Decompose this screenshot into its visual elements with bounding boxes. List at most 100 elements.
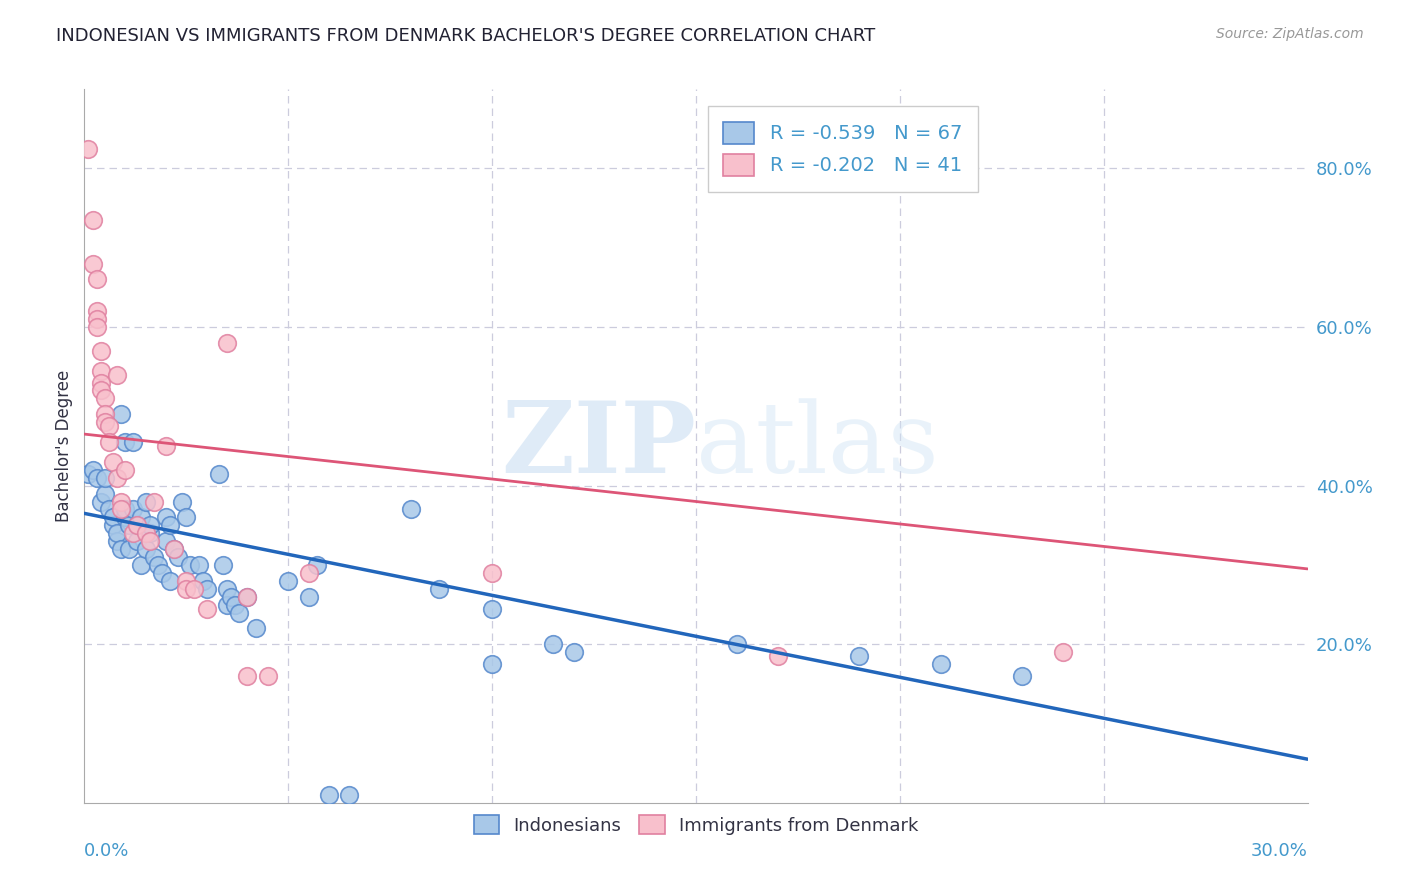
Point bbox=[90, 494, 112, 508]
Point bbox=[183, 582, 205, 596]
Point bbox=[174, 510, 197, 524]
Point bbox=[93, 392, 115, 406]
Point bbox=[481, 601, 503, 615]
Point bbox=[82, 463, 104, 477]
Point bbox=[93, 407, 115, 421]
Point bbox=[105, 368, 128, 382]
Point bbox=[725, 637, 748, 651]
Point bbox=[195, 601, 218, 615]
Point bbox=[101, 455, 124, 469]
Point bbox=[138, 518, 160, 533]
Point bbox=[93, 415, 115, 429]
Point bbox=[82, 213, 104, 227]
Point bbox=[191, 574, 214, 588]
Point bbox=[86, 471, 108, 485]
Point bbox=[257, 669, 280, 683]
Point bbox=[77, 142, 100, 156]
Point bbox=[163, 542, 186, 557]
Point bbox=[174, 582, 197, 596]
Point bbox=[101, 510, 124, 524]
Point bbox=[131, 558, 153, 572]
Point bbox=[150, 566, 173, 580]
Point bbox=[93, 486, 115, 500]
Point bbox=[277, 574, 299, 588]
Point bbox=[179, 558, 201, 572]
Point bbox=[86, 320, 108, 334]
Point bbox=[163, 542, 186, 557]
Point bbox=[114, 463, 136, 477]
Point bbox=[1052, 645, 1074, 659]
Point bbox=[90, 384, 112, 398]
Point bbox=[159, 518, 181, 533]
Point bbox=[135, 526, 157, 541]
Point bbox=[122, 435, 145, 450]
Point bbox=[318, 788, 340, 802]
Point bbox=[122, 502, 145, 516]
Point bbox=[110, 542, 132, 557]
Point bbox=[127, 518, 149, 533]
Point bbox=[114, 435, 136, 450]
Point bbox=[155, 510, 177, 524]
Point bbox=[97, 502, 120, 516]
Point bbox=[481, 657, 503, 671]
Point bbox=[110, 407, 132, 421]
Point bbox=[195, 582, 218, 596]
Point bbox=[1011, 669, 1033, 683]
Point bbox=[305, 558, 328, 572]
Point bbox=[86, 312, 108, 326]
Point bbox=[848, 649, 870, 664]
Point bbox=[245, 621, 267, 635]
Text: INDONESIAN VS IMMIGRANTS FROM DENMARK BACHELOR'S DEGREE CORRELATION CHART: INDONESIAN VS IMMIGRANTS FROM DENMARK BA… bbox=[56, 27, 876, 45]
Point bbox=[127, 534, 149, 549]
Point bbox=[86, 272, 108, 286]
Point bbox=[159, 574, 181, 588]
Point bbox=[228, 606, 250, 620]
Point bbox=[224, 598, 246, 612]
Text: 30.0%: 30.0% bbox=[1251, 842, 1308, 860]
Text: ZIP: ZIP bbox=[501, 398, 696, 494]
Point bbox=[118, 518, 141, 533]
Point bbox=[93, 471, 115, 485]
Point bbox=[118, 542, 141, 557]
Point bbox=[236, 590, 259, 604]
Point bbox=[481, 566, 503, 580]
Point bbox=[217, 582, 239, 596]
Point bbox=[135, 542, 157, 557]
Point bbox=[167, 549, 190, 564]
Point bbox=[131, 510, 153, 524]
Point bbox=[90, 343, 112, 358]
Point bbox=[105, 534, 128, 549]
Point bbox=[929, 657, 952, 671]
Point bbox=[298, 590, 321, 604]
Point bbox=[110, 494, 132, 508]
Point bbox=[172, 494, 194, 508]
Point bbox=[155, 439, 177, 453]
Point bbox=[86, 304, 108, 318]
Point bbox=[110, 502, 132, 516]
Point bbox=[142, 494, 165, 508]
Point bbox=[138, 534, 160, 549]
Point bbox=[217, 598, 239, 612]
Point bbox=[90, 376, 112, 390]
Text: atlas: atlas bbox=[696, 398, 939, 494]
Point bbox=[543, 637, 565, 651]
Point bbox=[236, 590, 259, 604]
Point bbox=[105, 471, 128, 485]
Point bbox=[97, 419, 120, 434]
Point bbox=[122, 526, 145, 541]
Point bbox=[187, 558, 209, 572]
Point bbox=[101, 518, 124, 533]
Point bbox=[146, 558, 169, 572]
Point bbox=[219, 590, 242, 604]
Point bbox=[155, 534, 177, 549]
Point bbox=[217, 335, 239, 350]
Point bbox=[114, 502, 136, 516]
Point bbox=[127, 518, 149, 533]
Point bbox=[562, 645, 585, 659]
Point bbox=[236, 669, 259, 683]
Y-axis label: Bachelor's Degree: Bachelor's Degree bbox=[55, 370, 73, 522]
Point bbox=[82, 257, 104, 271]
Point bbox=[298, 566, 321, 580]
Point bbox=[90, 364, 112, 378]
Point bbox=[77, 467, 100, 481]
